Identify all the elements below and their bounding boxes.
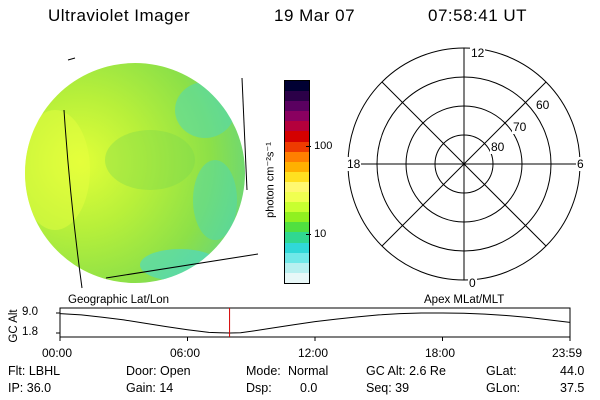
- apex-map-label: Apex MLat/MLT: [424, 294, 505, 306]
- seq-info: Seq: 39: [366, 381, 410, 395]
- colorbar-swatch: [285, 212, 309, 223]
- gc-alt-info: GC Alt: 2.6 Re: [366, 364, 446, 378]
- colorbar-swatch: [285, 232, 309, 243]
- altitude-series-line: [59, 312, 571, 334]
- colorbar-swatch: [285, 252, 309, 263]
- ip-info: IP: 36.0: [8, 381, 52, 395]
- ytick-label: 9.0: [22, 306, 38, 318]
- geo-grid-line: [63, 109, 83, 289]
- xtick-label: 12:00: [298, 346, 329, 360]
- colorbar-tick-100: 100: [306, 140, 332, 152]
- lat-label-60: 60: [535, 98, 551, 112]
- lat-label-70: 70: [512, 120, 528, 134]
- colorbar-swatch: [285, 262, 309, 273]
- colorbar-swatch: [285, 101, 309, 112]
- dsp-label: Dsp:: [246, 381, 272, 395]
- filter-info: Flt: LBHL: [8, 364, 61, 378]
- colorbar-swatch: [285, 202, 309, 213]
- door-info: Door: Open: [126, 364, 191, 378]
- gain-info: Gain: 14: [126, 381, 174, 395]
- glat-value: 44.0: [560, 364, 585, 378]
- xtick-label: 06:00: [170, 346, 201, 360]
- colorbar-swatch: [285, 222, 309, 233]
- xtick-label: 23:59: [552, 346, 583, 360]
- uv-earth-image: [25, 57, 259, 289]
- mode-label: Mode:: [246, 364, 281, 378]
- ytick-label: 1.8: [22, 326, 38, 338]
- geo-grid-line: [241, 77, 248, 191]
- polar-plot: [347, 47, 581, 281]
- disk-texture: [25, 82, 237, 281]
- colorbar-swatch: [285, 151, 309, 162]
- colorbar: [284, 80, 310, 284]
- geo-grid-line: [67, 57, 76, 61]
- colorbar-label: photon cm⁻²s⁻¹: [264, 142, 277, 218]
- xtick-label: 00:00: [42, 346, 73, 360]
- colorbar-swatch: [285, 111, 309, 122]
- geo-map-label: Geographic Lat/Lon: [68, 294, 170, 306]
- colorbar-swatch: [285, 121, 309, 132]
- app-title: Ultraviolet Imager: [48, 6, 191, 25]
- glat-label: GLat:: [486, 364, 517, 378]
- colorbar-tick-10: 10: [306, 228, 326, 240]
- colorbar-swatch: [285, 81, 309, 92]
- mlt-label-0: 0: [468, 276, 477, 290]
- colorbar-swatch: [285, 141, 309, 152]
- colorbar-swatch: [285, 91, 309, 102]
- mode-value: Normal: [288, 364, 329, 378]
- mlt-label-6: 6: [576, 157, 585, 171]
- colorbar-swatch: [285, 181, 309, 193]
- glon-value: 37.5: [560, 381, 585, 395]
- lat-label-80: 80: [490, 140, 506, 154]
- observation-date: 19 Mar 07: [274, 6, 356, 25]
- glon-label: GLon:: [486, 381, 521, 395]
- colorbar-swatch: [285, 272, 309, 283]
- xtick-label: 18:00: [425, 346, 456, 360]
- alt-chart-frame: [59, 307, 571, 338]
- mlt-label-12: 12: [470, 46, 486, 60]
- mlt-line-diag: [381, 81, 547, 247]
- mlt-label-18: 18: [346, 157, 362, 171]
- observation-time: 07:58:41 UT: [428, 6, 528, 25]
- colorbar-swatch: [285, 192, 309, 203]
- altitude-chart: [56, 307, 571, 341]
- colorbar-swatch: [285, 171, 309, 182]
- dsp-value: 0.0: [300, 381, 318, 395]
- colorbar-swatch: [285, 131, 309, 142]
- colorbar-swatch: [285, 161, 309, 172]
- colorbar-swatch: [285, 242, 309, 253]
- geo-grid-line: [105, 253, 259, 279]
